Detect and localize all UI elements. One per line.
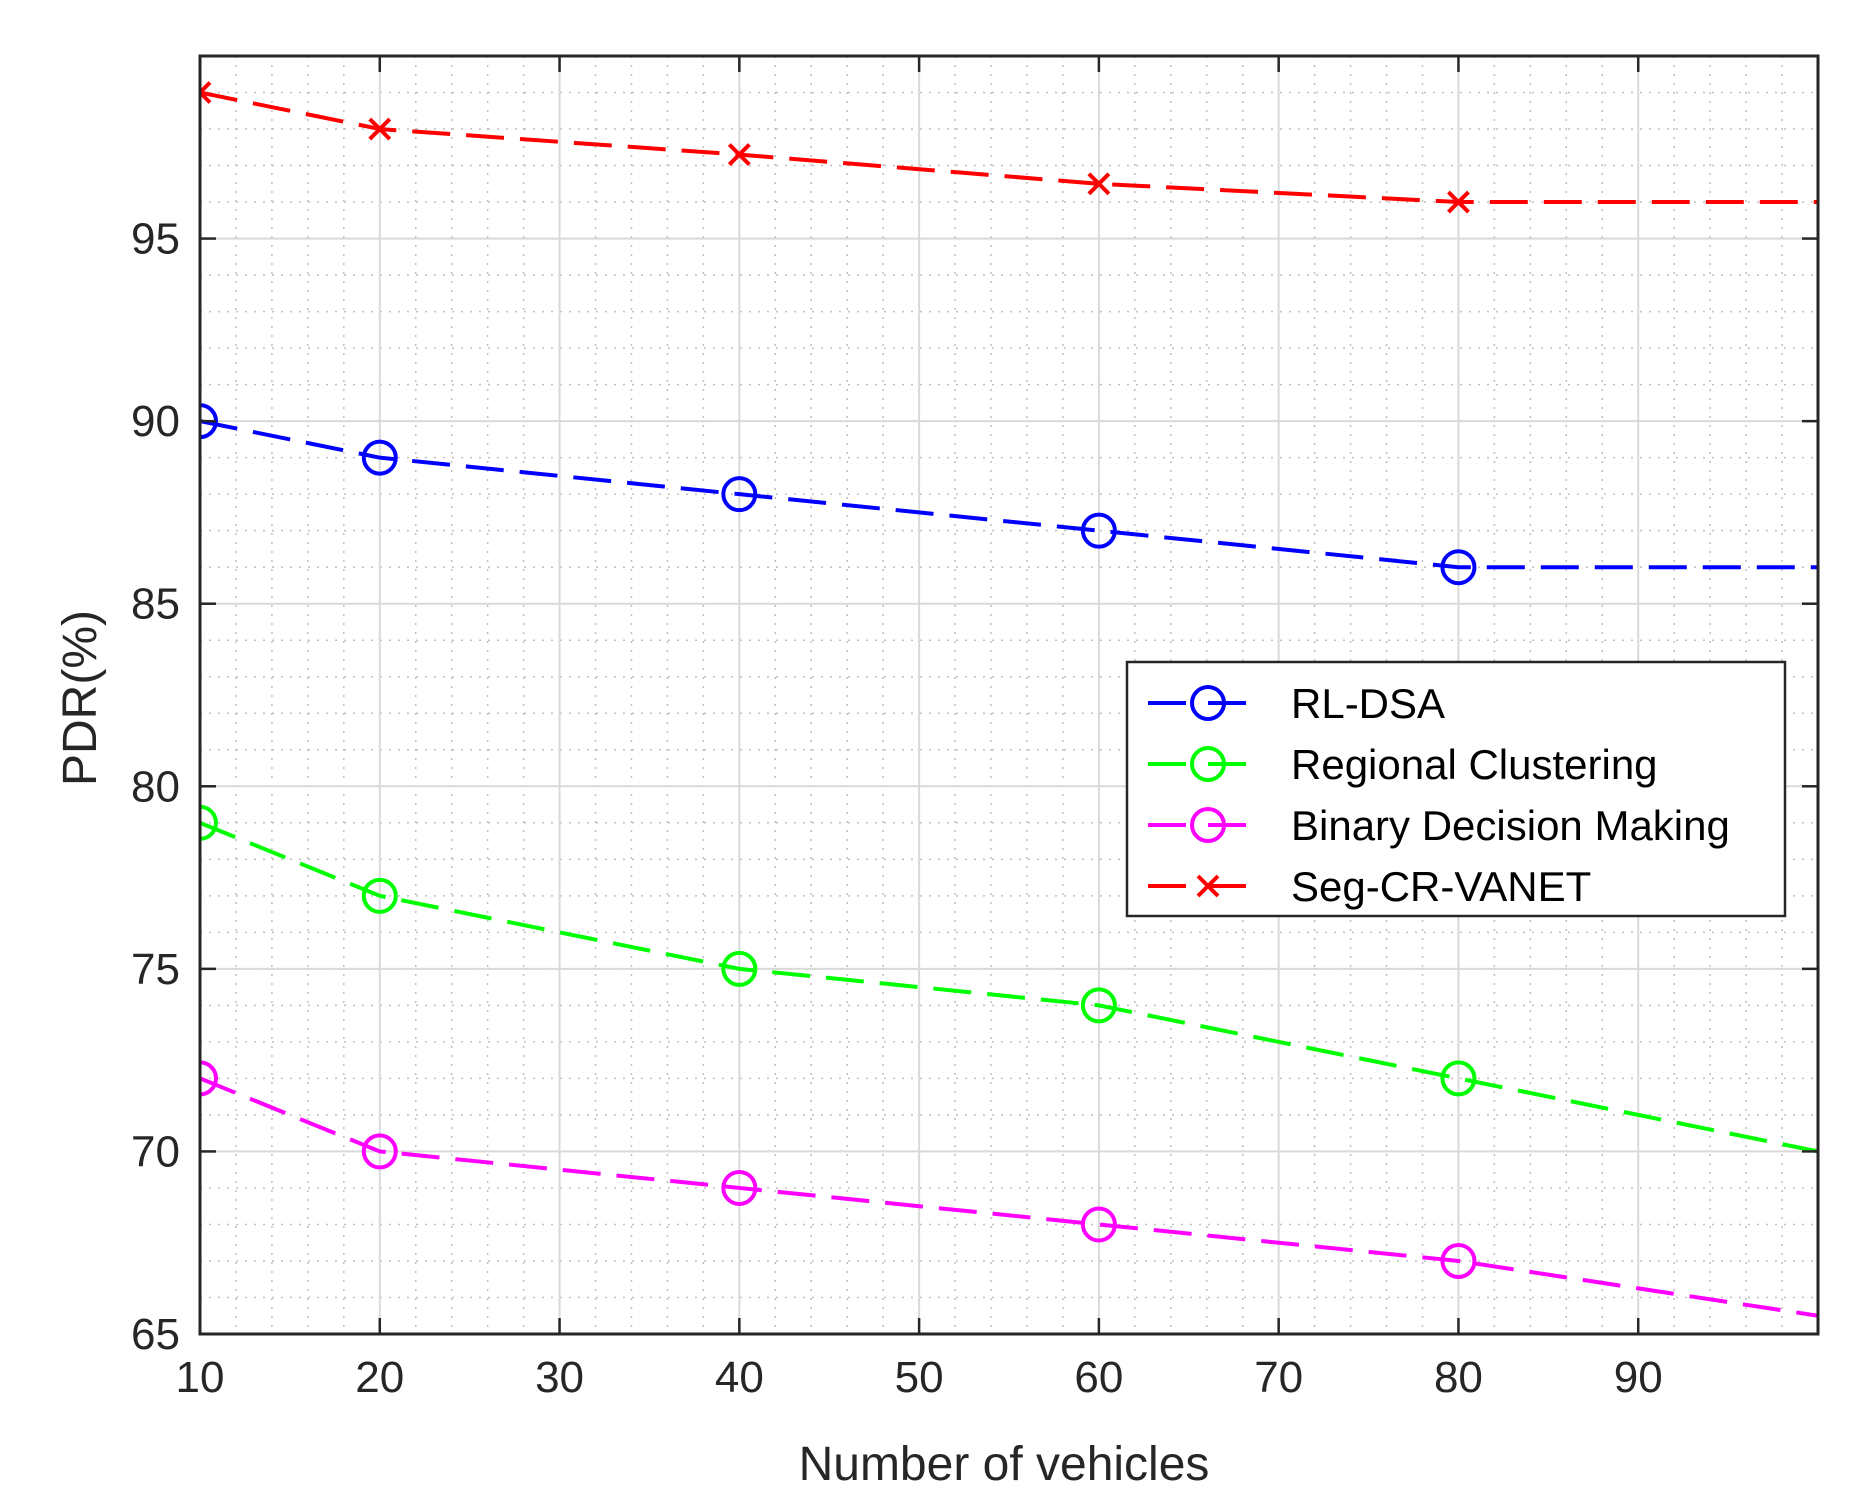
- data-point-stroke-b: [200, 81, 212, 96]
- y-tick-label: 70: [131, 1127, 180, 1176]
- data-point: [721, 950, 758, 987]
- data-point: [1440, 549, 1477, 586]
- data-point: [721, 1169, 758, 1206]
- y-tick-label: 85: [131, 580, 180, 629]
- legend-swatch-marker: [1196, 874, 1220, 898]
- y-axis-label: PDR(%): [54, 610, 107, 786]
- data-point: [1087, 172, 1111, 196]
- series-line: [200, 820, 1818, 1154]
- legend-swatch-marker: [1190, 685, 1226, 721]
- data-point-stroke-b: [368, 117, 392, 141]
- data-point-stroke-b: [727, 143, 751, 167]
- legend-label: Regional Clustering: [1291, 741, 1658, 788]
- data-point: [721, 476, 758, 513]
- data-point: [200, 804, 218, 841]
- y-tick-label: 90: [131, 397, 180, 446]
- legend-swatch-marker: [1190, 807, 1226, 843]
- y-tick-labels: 65 70 75 80 85 90 95: [131, 215, 180, 1359]
- data-point: [727, 143, 751, 167]
- legend-item: Regional Clustering: [1148, 741, 1658, 788]
- data-point-stroke-a: [200, 89, 212, 104]
- y-tick-label: 65: [131, 1310, 180, 1359]
- data-point: [368, 117, 392, 141]
- x-tick-label: 50: [895, 1353, 944, 1402]
- data-point: [1080, 1206, 1117, 1243]
- data-point: [1080, 987, 1117, 1024]
- x-tick-label: 20: [355, 1353, 404, 1402]
- y-tick-label: 95: [131, 215, 180, 264]
- axis-ticks: [198, 56, 1818, 1336]
- data-point: [1440, 1242, 1477, 1279]
- legend-swatch-marker: [1190, 746, 1226, 782]
- legend-label: Binary Decision Making: [1291, 802, 1730, 849]
- data-point-stroke-b: [1087, 172, 1111, 196]
- x-tick-label: 10: [176, 1353, 225, 1402]
- series-line: [200, 419, 1818, 570]
- x-tick-labels: 10 20 30 40 50 60 70 80 90: [176, 1353, 1663, 1402]
- axes-box: [198, 54, 1820, 1336]
- legend-items: RL-DSA Regional Clustering Binary Decision…: [1148, 680, 1730, 910]
- series-line: [200, 90, 1818, 205]
- legend-item: Binary Decision Making: [1148, 802, 1730, 849]
- data-point: [1447, 190, 1470, 214]
- series-3: [200, 81, 1818, 214]
- legend-swatch-marker-stroke-b: [1196, 874, 1220, 898]
- y-tick-label: 75: [131, 945, 180, 994]
- data-point: [200, 1060, 218, 1097]
- legend-item: Seg-CR-VANET: [1148, 863, 1591, 910]
- legend-label: Seg-CR-VANET: [1291, 863, 1591, 910]
- series-1: [200, 804, 1818, 1154]
- x-tick-label: 70: [1254, 1353, 1303, 1402]
- x-tick-label: 40: [715, 1353, 764, 1402]
- data-point: [200, 81, 212, 104]
- y-tick-label: 80: [131, 762, 180, 811]
- series-line: [200, 1076, 1818, 1318]
- x-tick-label: 30: [535, 1353, 584, 1402]
- series-layer: [200, 81, 1818, 1318]
- x-tick-label: 80: [1434, 1353, 1483, 1402]
- data-point: [1440, 1060, 1477, 1097]
- legend-label: RL-DSA: [1291, 680, 1445, 727]
- x-axis-label: Number of vehicles: [799, 1438, 1210, 1491]
- data-point: [1080, 512, 1117, 549]
- series-2: [200, 1060, 1818, 1318]
- data-point-stroke-b: [1447, 190, 1470, 214]
- x-tick-label: 90: [1614, 1353, 1663, 1402]
- legend-item: RL-DSA: [1148, 680, 1445, 727]
- data-point: [361, 877, 398, 914]
- data-point: [361, 439, 398, 476]
- x-tick-label: 60: [1074, 1353, 1123, 1402]
- data-point: [361, 1133, 398, 1170]
- legend: RL-DSA Regional Clustering Binary Decision…: [1125, 660, 1787, 918]
